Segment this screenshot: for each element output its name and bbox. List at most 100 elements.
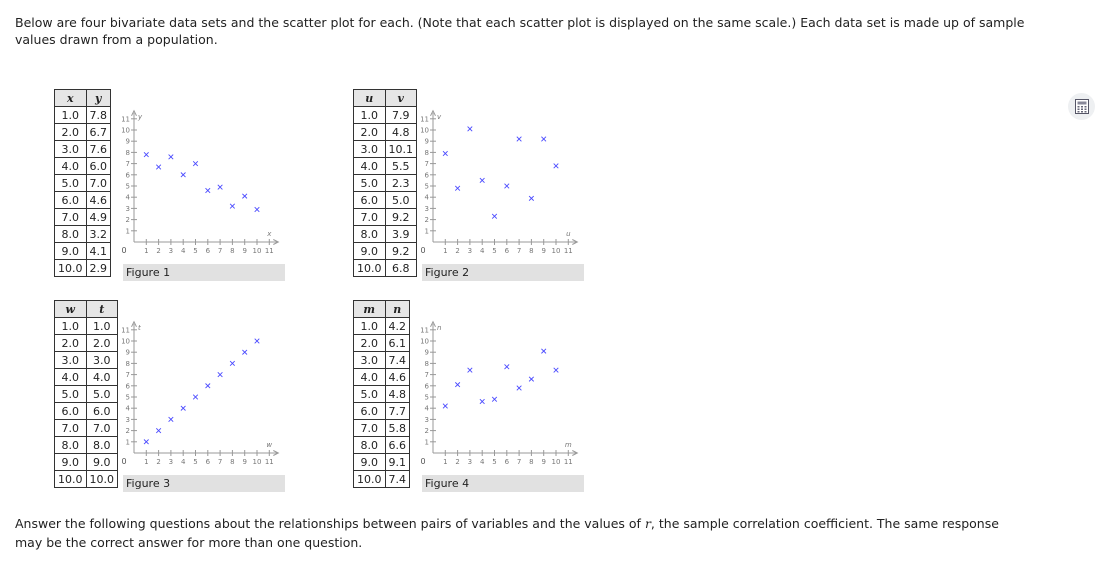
table-cell-y: 7.4 <box>384 470 410 488</box>
data-point-stroke <box>541 348 547 354</box>
data-point-stroke <box>528 195 535 201</box>
data-point-stroke <box>143 152 149 158</box>
x-axis-arrow <box>273 450 280 456</box>
x-tick-label: 2 <box>156 458 160 464</box>
y-tick-label: 4 <box>425 194 430 202</box>
y-tick-label: 11 <box>421 115 429 123</box>
data-point <box>143 152 149 158</box>
table-row: 7.0 5.8 <box>353 419 410 437</box>
y-tick-label: 3 <box>425 416 429 424</box>
table-cell-y: 2.3 <box>384 174 417 192</box>
data-point-stroke <box>553 163 559 169</box>
x-tick-label: 3 <box>169 458 173 464</box>
table-cell-x: 10.0 <box>353 470 386 488</box>
x-tick-label: 6 <box>505 458 510 464</box>
table-cell-x: 7.0 <box>353 208 386 226</box>
data-point-stroke <box>491 213 498 219</box>
table-row: 8.0 3.2 <box>54 225 111 243</box>
data-point <box>553 163 559 169</box>
data-point-stroke <box>467 126 473 132</box>
y-tick-label: 9 <box>126 138 130 146</box>
y-axis-label: v <box>437 113 442 121</box>
data-point-stroke <box>143 439 149 445</box>
x-tick-label: 9 <box>541 458 545 464</box>
x-tick-label: 10 <box>552 458 561 464</box>
data-point <box>504 183 510 189</box>
table-row: 5.0 7.0 <box>54 174 111 192</box>
y-tick-label: 2 <box>126 216 130 224</box>
y-tick-label: 8 <box>126 149 130 157</box>
table-cell-x: 8.0 <box>54 436 87 454</box>
data-point-stroke <box>180 172 186 178</box>
table-cell-x: 2.0 <box>353 334 386 352</box>
intro-text: Below are four bivariate data sets and t… <box>15 15 1025 47</box>
table-cell-y: 9.2 <box>384 242 417 260</box>
table-row: 2.0 6.7 <box>54 123 111 141</box>
x-tick-label: 3 <box>169 247 173 253</box>
data-point-stroke <box>242 349 248 355</box>
table-cell-x: 2.0 <box>54 334 87 352</box>
y-tick-label: 4 <box>425 405 430 413</box>
y-tick-label: 9 <box>126 349 130 357</box>
y-tick-label: 8 <box>126 360 130 368</box>
y-tick-label: 9 <box>425 349 429 357</box>
data-point <box>155 164 162 170</box>
y-tick-label: 7 <box>425 371 429 379</box>
table-cell-y: 10.0 <box>85 470 118 488</box>
table-cell-x: 1.0 <box>353 317 386 335</box>
data-point <box>192 394 199 400</box>
table-cell-y: 7.4 <box>384 351 410 369</box>
table-cell-x: 3.0 <box>353 140 386 158</box>
table-cell-y: 4.9 <box>85 208 111 226</box>
data-table: u v 1.0 7.9 2.0 4.8 3.0 10.1 4.0 5.5 5.0 2.3 6.0 5.0 7… <box>353 89 417 277</box>
table-cell-x: 5.0 <box>54 385 87 403</box>
table-row: 10.0 2.9 <box>54 259 111 277</box>
x-tick-label: 11 <box>564 247 573 253</box>
table-cell-y: 10.1 <box>384 140 417 158</box>
table-cell-x: 4.0 <box>54 157 87 175</box>
table-cell-x: 2.0 <box>353 123 386 141</box>
table-cell-y: 3.0 <box>85 351 118 369</box>
table-row: 4.0 4.6 <box>353 368 410 386</box>
y-tick-label: 5 <box>126 394 130 402</box>
y-tick-label: 5 <box>425 183 429 191</box>
table-row: 8.0 8.0 <box>54 436 118 454</box>
data-point <box>205 187 211 194</box>
data-point <box>504 364 510 370</box>
data-point-stroke <box>516 136 522 142</box>
table-row: 2.0 6.1 <box>353 334 410 352</box>
table-cell-y: 4.0 <box>85 368 118 386</box>
data-point-stroke <box>205 187 211 194</box>
data-point-stroke <box>254 206 260 213</box>
data-point-stroke <box>205 383 211 389</box>
x-tick-label: 7 <box>517 247 521 253</box>
column-header: n <box>384 300 410 318</box>
table-cell-y: 7.6 <box>85 140 111 158</box>
y-axis-arrow <box>430 109 436 117</box>
y-tick-label: 10 <box>122 127 130 135</box>
data-point <box>516 385 522 391</box>
x-tick-label: 10 <box>253 247 262 253</box>
table-row: 6.0 5.0 <box>353 191 417 209</box>
table-cell-y: 4.8 <box>384 123 417 141</box>
data-point <box>217 371 223 378</box>
data-point <box>454 382 461 388</box>
calculator-icon <box>1074 99 1089 114</box>
calculator-button[interactable] <box>1068 93 1095 120</box>
y-tick-label: 3 <box>425 205 429 213</box>
y-tick-label: 2 <box>126 427 130 435</box>
data-point <box>229 203 236 209</box>
table-cell-y: 4.8 <box>384 385 410 403</box>
table-row: 6.0 7.7 <box>353 402 410 420</box>
data-point-stroke <box>528 376 535 382</box>
data-point-stroke <box>217 184 223 190</box>
table-cell-x: 7.0 <box>54 419 87 437</box>
table-cell-x: 3.0 <box>54 140 87 158</box>
x-tick-label: 7 <box>517 458 521 464</box>
x-tick-label: 2 <box>455 458 459 464</box>
data-point-stroke <box>254 338 260 344</box>
y-tick-label: 2 <box>425 216 429 224</box>
y-tick-label: 8 <box>425 360 429 368</box>
